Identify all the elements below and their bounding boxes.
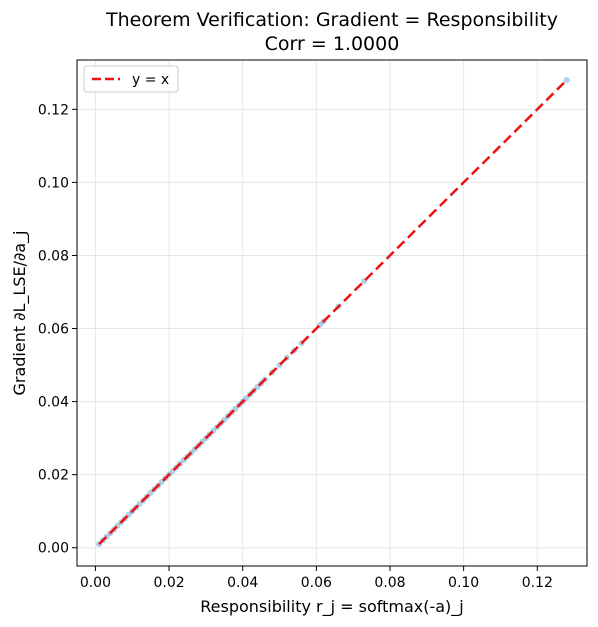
y-tick-label: 0.04 [38,395,69,411]
y-axis-ticks: 0.00 0.02 0.04 0.06 0.08 0.10 0.12 [38,102,77,557]
x-tick-label: 0.00 [80,575,111,591]
y-tick-label: 0.06 [38,322,69,338]
y-axis-label: Gradient ∂L_LSE/∂a_j [10,230,30,395]
x-tick-label: 0.10 [448,575,479,591]
x-axis-ticks: 0.00 0.02 0.04 0.06 0.08 0.10 0.12 [80,566,553,591]
legend-box [83,65,179,93]
x-tick-label: 0.06 [301,575,332,591]
scatter-point [147,489,154,496]
x-tick-label: 0.04 [227,575,258,591]
grid [77,60,587,566]
y-tick-label: 0.12 [38,102,69,118]
series-line-y-equals-x [98,79,568,545]
x-tick-label: 0.08 [374,575,405,591]
legend-label: y = x [132,72,169,88]
x-tick-label: 0.02 [153,575,184,591]
x-axis-label: Responsibility r_j = softmax(-a)_j [200,597,463,617]
chart-subtitle: Corr = 1.0000 [265,33,400,55]
chart-title: Theorem Verification: Gradient = Respons… [105,9,558,31]
x-tick-label: 0.12 [522,575,553,591]
scatter-point [243,394,250,401]
plot-frame [76,59,588,567]
y-tick-label: 0.02 [38,468,69,484]
scatter-point [563,77,570,84]
reference-line [98,79,568,545]
y-tick-label: 0.08 [38,248,69,264]
y-tick-label: 0.00 [38,541,69,557]
legend: y = x [83,65,179,93]
y-tick-label: 0.10 [38,175,69,191]
